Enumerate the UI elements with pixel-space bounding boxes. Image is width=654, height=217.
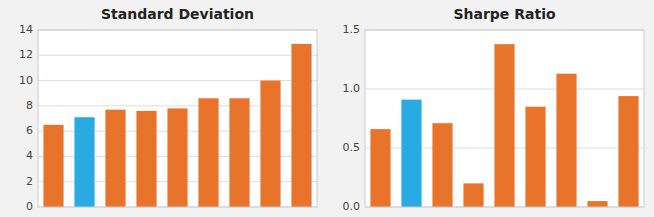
bar <box>525 107 545 207</box>
bar <box>167 108 187 207</box>
chart-container: Standard Deviation 0 2 4 6 8 10 12 14 Sharpe Rati… <box>0 0 654 217</box>
y-tick-label: 12 <box>19 48 33 61</box>
bar <box>291 44 311 207</box>
bar <box>105 110 125 207</box>
y-tick-label: 1.0 <box>343 82 361 95</box>
y-tick-label: 4 <box>26 149 33 162</box>
y-tick-label: 8 <box>26 99 33 112</box>
panel: Sharpe Ratio 0.0 0.5 1.0 1.5 <box>343 6 645 213</box>
bar <box>556 74 576 207</box>
bars <box>43 44 311 207</box>
bar <box>463 183 483 207</box>
bar <box>229 98 249 207</box>
plot-background <box>38 30 317 207</box>
bars <box>370 44 638 207</box>
plot-frame <box>365 30 644 207</box>
chart-title: Sharpe Ratio <box>453 6 556 22</box>
bar <box>136 111 156 207</box>
bar <box>401 100 421 207</box>
bar <box>494 44 514 207</box>
y-tick-label: 10 <box>19 74 33 87</box>
chart-svg: Standard Deviation 0 2 4 6 8 10 12 14 Sharpe Rati… <box>0 0 654 217</box>
y-tick-label: 0.5 <box>343 141 361 154</box>
y-tick-label: 6 <box>26 124 33 137</box>
grid-line <box>38 55 317 56</box>
bar <box>198 98 218 207</box>
bar <box>587 201 607 207</box>
y-tick-label: 14 <box>19 23 33 36</box>
y-tick-label: 2 <box>26 175 33 188</box>
bar <box>618 96 638 207</box>
bar <box>260 81 280 207</box>
panel: Standard Deviation 0 2 4 6 8 10 12 14 <box>19 6 317 213</box>
plot-frame <box>38 30 317 207</box>
y-tick-label: 1.5 <box>343 23 361 36</box>
bar <box>74 117 94 207</box>
chart-title: Standard Deviation <box>101 6 254 22</box>
y-tick-label: 0.0 <box>343 200 361 213</box>
bar <box>370 129 390 207</box>
plot-background <box>365 30 644 207</box>
bar <box>432 123 452 207</box>
y-tick-label: 0 <box>26 200 33 213</box>
bar <box>43 125 63 207</box>
background <box>0 0 654 217</box>
